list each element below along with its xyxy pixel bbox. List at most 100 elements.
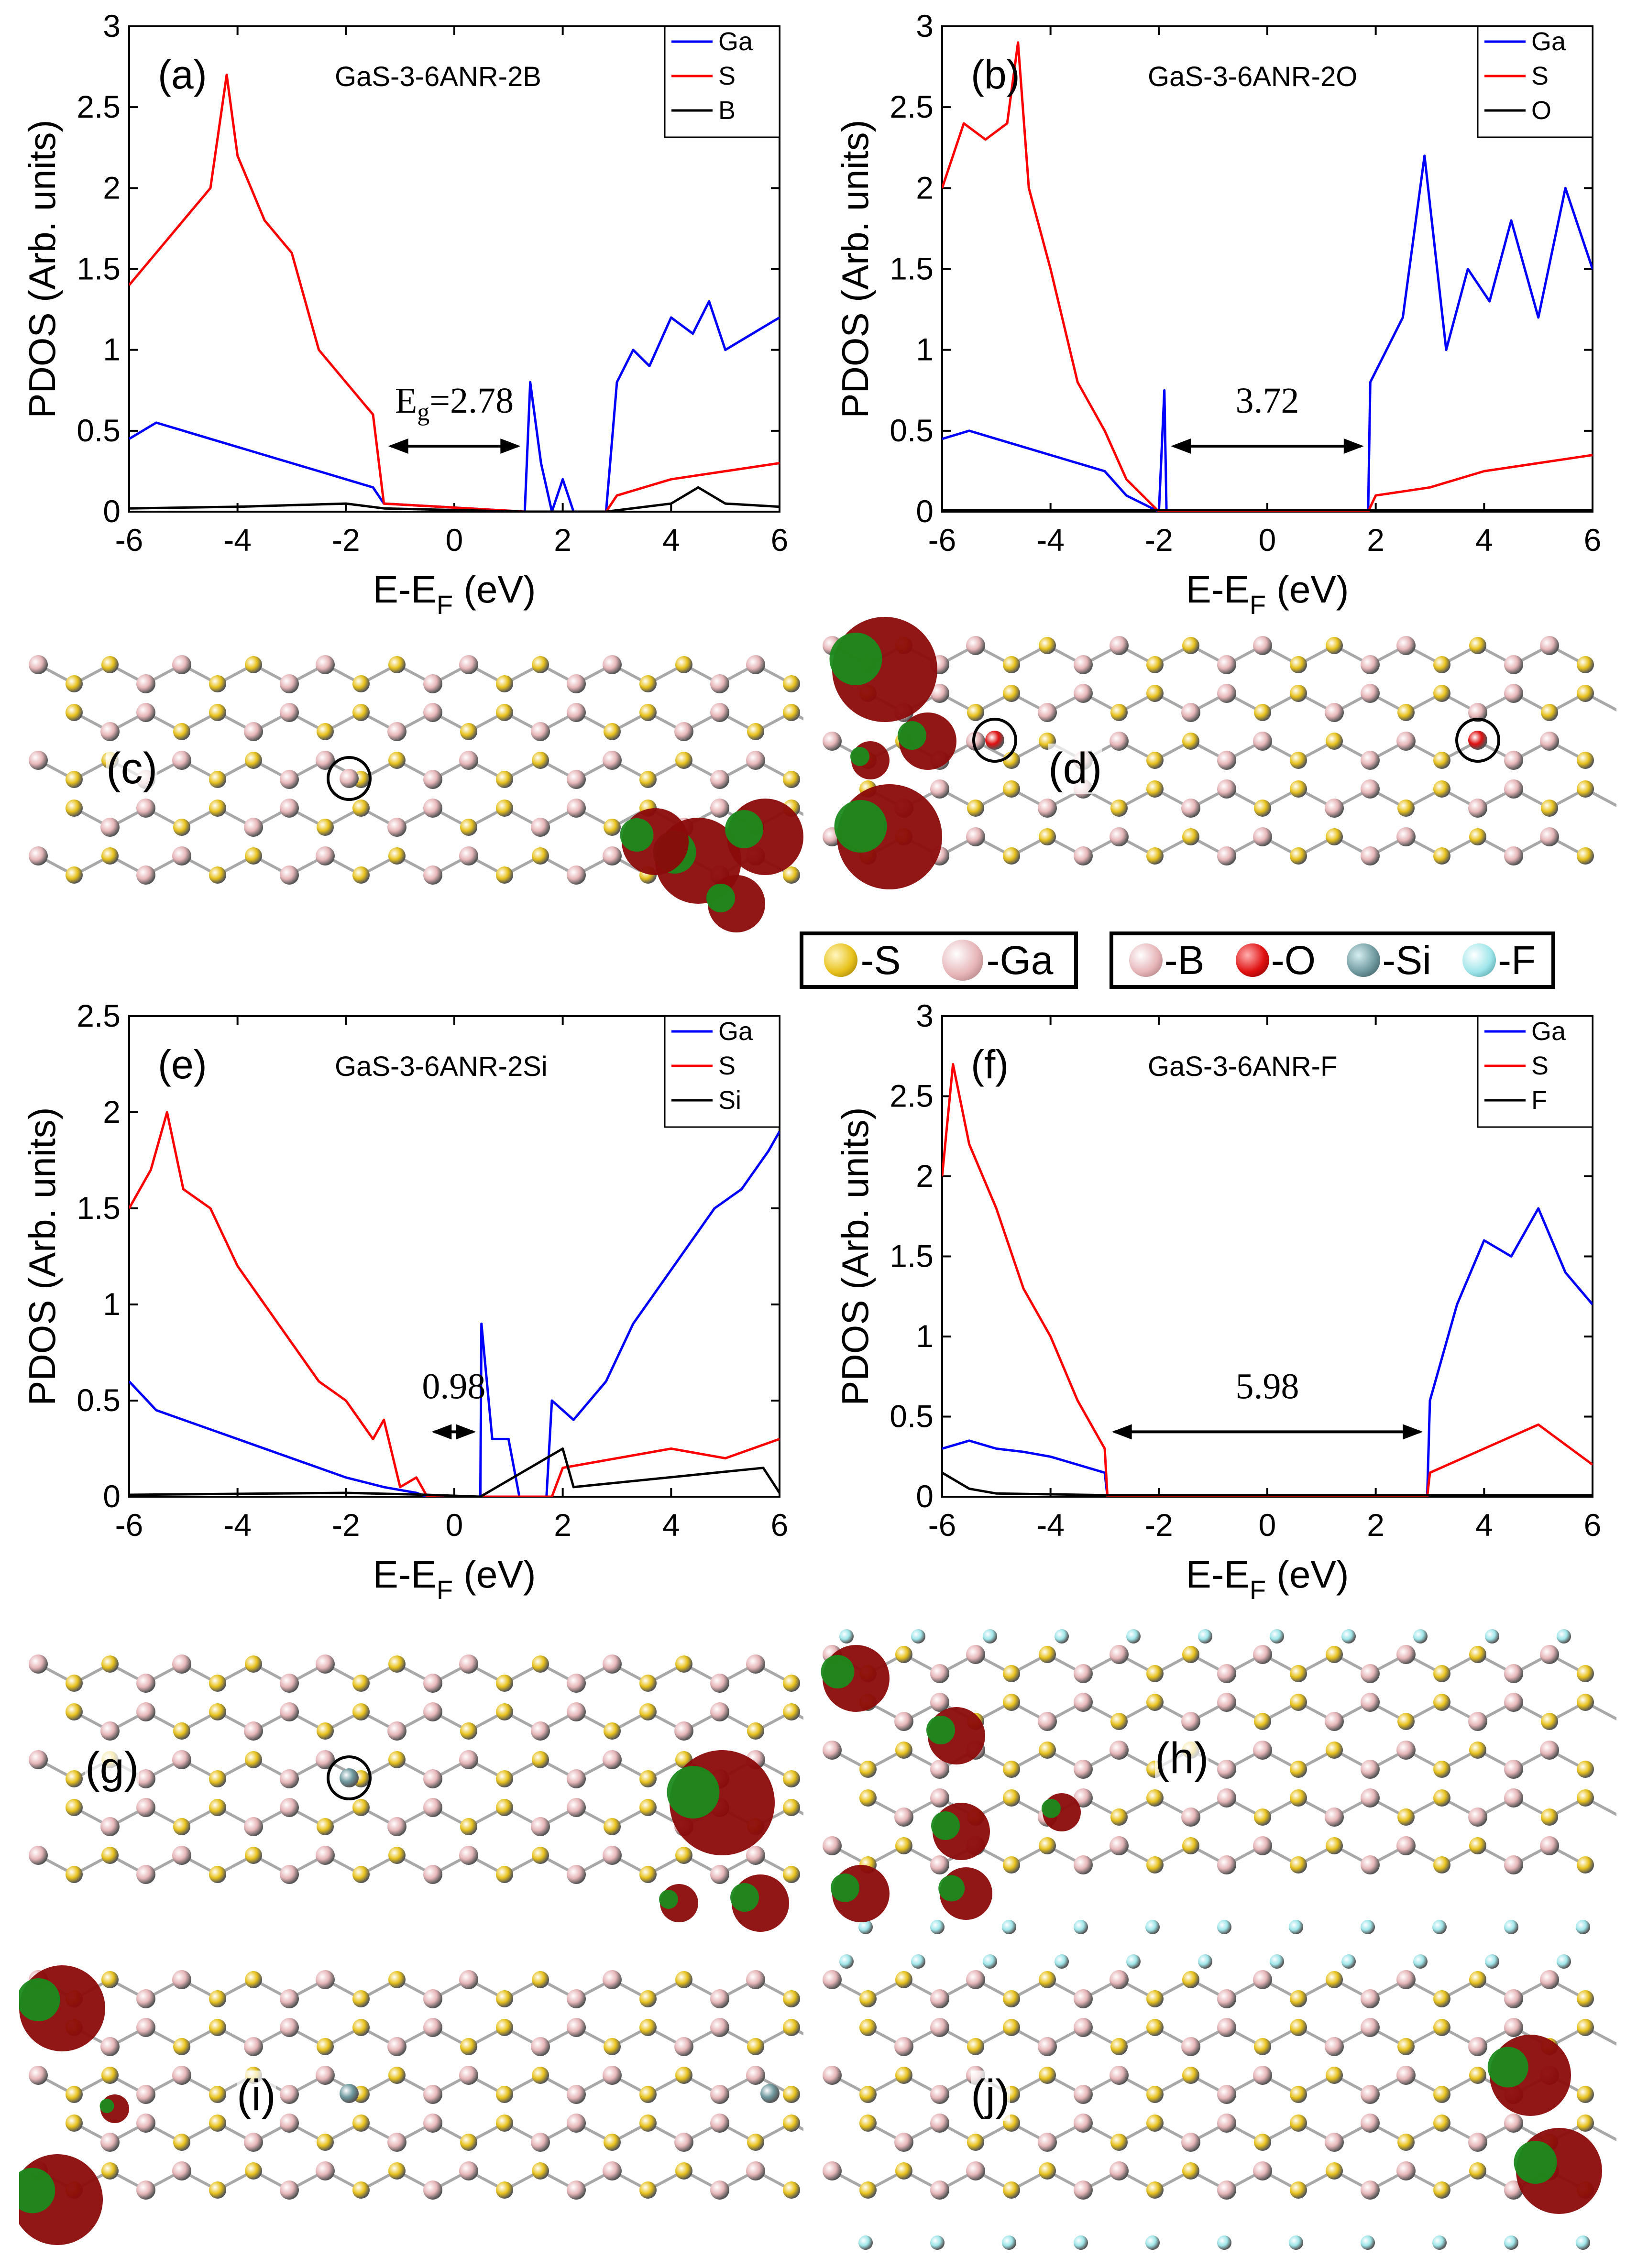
atom-s	[1469, 1742, 1486, 1759]
atom-ga	[1504, 751, 1523, 770]
atom-s	[101, 2067, 119, 2084]
atom-s	[173, 2038, 190, 2055]
panel-label: (a)	[158, 52, 207, 97]
atom-s	[388, 1751, 406, 1768]
atom-ga	[1325, 799, 1344, 818]
x-tick-label: 4	[662, 1507, 680, 1543]
atom-ga	[1504, 1788, 1523, 1808]
atom-f	[1074, 1920, 1088, 1934]
atom-ga	[244, 2037, 263, 2056]
atom-s	[1577, 2115, 1594, 2132]
atom-s	[1397, 2038, 1415, 2055]
atom-ga	[710, 799, 729, 818]
atom-ga	[1504, 779, 1523, 799]
atom-ga	[1361, 1788, 1380, 1808]
atom-ga	[1504, 1693, 1523, 1712]
atom-ga	[387, 722, 406, 741]
atom-s	[1397, 2134, 1415, 2151]
structure-panel-d	[823, 617, 1616, 889]
atom-ga	[930, 1664, 949, 1683]
atom-s	[1397, 1713, 1415, 1730]
atom-s	[245, 1847, 262, 1864]
series-line-s	[942, 41, 1593, 512]
atom-s	[1433, 847, 1450, 865]
atom-s	[352, 1799, 370, 1816]
x-axis-label: E-EF (eV)	[373, 568, 536, 620]
atom-ga	[423, 1798, 442, 1817]
atom-s	[639, 2086, 657, 2103]
atom-s	[209, 1675, 226, 1692]
pdos-chart-a: -6 -4 -2 0 2 4 6 0 0.5 1 1.5 2 2.5 3 Eg=2.78 (a) GaS-3-6…	[21, 8, 788, 620]
orbital-2-lobe-green	[99, 2099, 114, 2113]
gap-arrow-head-right	[1403, 1424, 1423, 1440]
atom-ga	[603, 1970, 622, 1989]
atom-s	[1003, 2181, 1020, 2199]
atom-s	[1577, 1990, 1594, 2007]
atom-ga	[710, 1865, 729, 1884]
atom-ga	[100, 1817, 120, 1836]
orbital-1-lobe-green	[1514, 2141, 1557, 2184]
atom-ga	[930, 1989, 949, 2008]
atom-s	[1433, 780, 1450, 798]
atom-s	[1433, 2086, 1450, 2103]
atom-s	[783, 704, 800, 721]
gap-arrow-head-right	[500, 438, 521, 454]
atom-ga	[1396, 1836, 1416, 1855]
atom-ga	[316, 751, 335, 770]
atom-f	[1341, 1954, 1356, 1969]
atom-ga	[710, 1702, 729, 1721]
atom-ga	[280, 1702, 299, 1721]
atom-ga	[1361, 1855, 1380, 1874]
atom-ga	[567, 2114, 586, 2133]
atom-s	[1146, 1789, 1164, 1807]
atom-s	[173, 1818, 190, 1835]
atom-s	[747, 723, 764, 740]
series-line-s	[129, 74, 780, 512]
atom-s	[604, 723, 621, 740]
atom-s	[496, 1799, 513, 1816]
atom-f	[1557, 1954, 1571, 1969]
atom-s	[209, 1799, 226, 1816]
legend-label-ga: Ga	[1531, 27, 1566, 56]
atom-s	[639, 1866, 657, 1883]
atom-s	[245, 2162, 262, 2180]
atom-ga	[1361, 684, 1380, 703]
atom-s	[1397, 704, 1415, 721]
atom-f	[1432, 2235, 1447, 2250]
atom-s	[66, 2086, 83, 2103]
atom-ga	[423, 2114, 442, 2133]
atom-ga	[746, 1970, 765, 1989]
atom-ga	[1396, 636, 1416, 655]
x-tick-label: 0	[1259, 1507, 1276, 1543]
y-tick-label: 2.5	[77, 998, 121, 1033]
pdos-chart-b: -6 -4 -2 0 2 4 6 0 0.5 1 1.5 2 2.5 3 3.72 (b) GaS-3-6ANR…	[834, 8, 1601, 620]
atom-ga	[746, 751, 765, 770]
fluorine-sphere-icon	[1462, 943, 1496, 977]
atom-ga	[100, 722, 120, 741]
atom-ga	[423, 866, 442, 885]
atom-s	[895, 2067, 912, 2084]
atom-s	[1469, 828, 1486, 845]
atom-ga	[423, 2085, 442, 2104]
atom-ga	[710, 703, 729, 722]
legend-label-si: Si	[718, 1086, 741, 1115]
atom-f	[983, 1629, 997, 1643]
atom-ga	[1074, 846, 1093, 866]
atom-ga	[244, 818, 263, 837]
atom-s	[388, 2067, 406, 2084]
legend-label-ga: Ga	[718, 27, 753, 56]
atom-ga	[1038, 1712, 1057, 1731]
atom-ga	[387, 818, 406, 837]
atom-ga	[603, 1654, 622, 1674]
atom-ga	[136, 703, 155, 722]
atom-ga	[1074, 1693, 1093, 1712]
atom-s	[1433, 1761, 1450, 1778]
atom-ga	[459, 751, 478, 770]
atom-ga	[459, 2161, 478, 2180]
x-axis-label-main: E-E	[373, 1553, 437, 1596]
legend-label-o: -O	[1271, 937, 1316, 983]
y-tick-label: 1.5	[77, 251, 121, 286]
atom-s	[1039, 1837, 1056, 1854]
orbital-0-lobe-green	[667, 1766, 720, 1819]
series-line-s	[129, 1111, 780, 1497]
